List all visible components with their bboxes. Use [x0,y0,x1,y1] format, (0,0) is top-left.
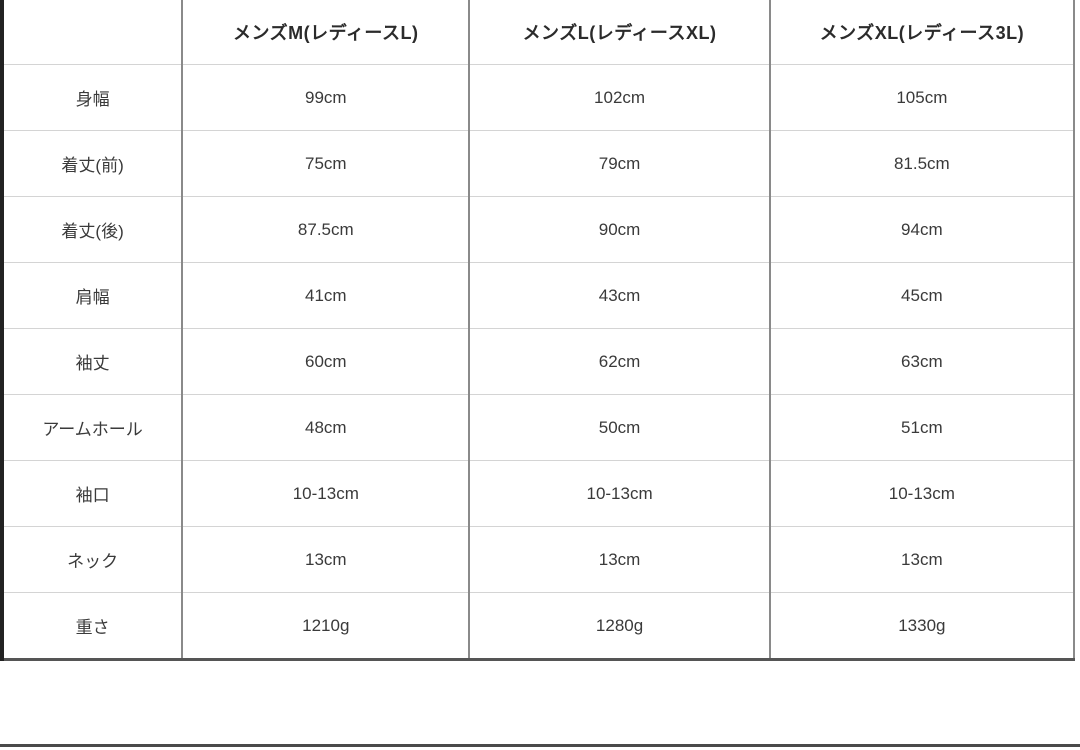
row-label: 袖丈 [2,328,183,395]
corner-cell [2,0,183,65]
table-row: 肩幅 41cm 43cm 45cm [2,262,1074,329]
value-cell: 13cm [768,526,1074,593]
table-row: 着丈(前) 75cm 79cm 81.5cm [2,130,1074,197]
value-cell: 13cm [468,526,770,593]
table-row: 袖丈 60cm 62cm 63cm [2,328,1074,395]
column-header: メンズL(レディースXL) [468,0,770,65]
column-header: メンズM(レディースL) [181,0,470,65]
value-cell: 45cm [768,262,1074,329]
value-cell: 62cm [468,328,770,395]
table-row: 身幅 99cm 102cm 105cm [2,64,1074,131]
table-row: ネック 13cm 13cm 13cm [2,526,1074,593]
value-cell: 51cm [768,394,1074,461]
value-cell: 43cm [468,262,770,329]
value-cell: 1330g [768,592,1074,660]
value-cell: 79cm [468,130,770,197]
table-row: アームホール 48cm 50cm 51cm [2,394,1074,461]
size-chart-body: 身幅 99cm 102cm 105cm 着丈(前) 75cm 79cm 81.5cm 着丈(後)… [2,64,1074,660]
value-cell: 99cm [181,64,470,131]
row-label: ネック [2,526,183,593]
row-label: 重さ [2,592,183,660]
row-label: アームホール [2,394,183,461]
value-cell: 75cm [181,130,470,197]
column-header: メンズXL(レディース3L) [768,0,1074,65]
row-label: 身幅 [2,64,183,131]
row-label: 肩幅 [2,262,183,329]
page-bottom-divider [0,744,1080,747]
row-label: 着丈(前) [2,130,183,197]
value-cell: 50cm [468,394,770,461]
value-cell: 90cm [468,196,770,263]
value-cell: 60cm [181,328,470,395]
value-cell: 87.5cm [181,196,470,263]
value-cell: 48cm [181,394,470,461]
table-row: 着丈(後) 87.5cm 90cm 94cm [2,196,1074,263]
value-cell: 10-13cm [181,460,470,527]
table-row: 袖口 10-13cm 10-13cm 10-13cm [2,460,1074,527]
value-cell: 10-13cm [468,460,770,527]
value-cell: 1280g [468,592,770,660]
size-chart-header-row: メンズM(レディースL) メンズL(レディースXL) メンズXL(レディース3L) [2,0,1074,65]
value-cell: 1210g [181,592,470,660]
value-cell: 13cm [181,526,470,593]
row-label: 着丈(後) [2,196,183,263]
value-cell: 63cm [768,328,1074,395]
value-cell: 81.5cm [768,130,1074,197]
value-cell: 105cm [768,64,1074,131]
table-row: 重さ 1210g 1280g 1330g [2,592,1074,660]
value-cell: 10-13cm [768,460,1074,527]
value-cell: 94cm [768,196,1074,263]
size-chart-table: メンズM(レディースL) メンズL(レディースXL) メンズXL(レディース3L) … [0,0,1075,661]
row-label: 袖口 [2,460,183,527]
value-cell: 102cm [468,64,770,131]
value-cell: 41cm [181,262,470,329]
